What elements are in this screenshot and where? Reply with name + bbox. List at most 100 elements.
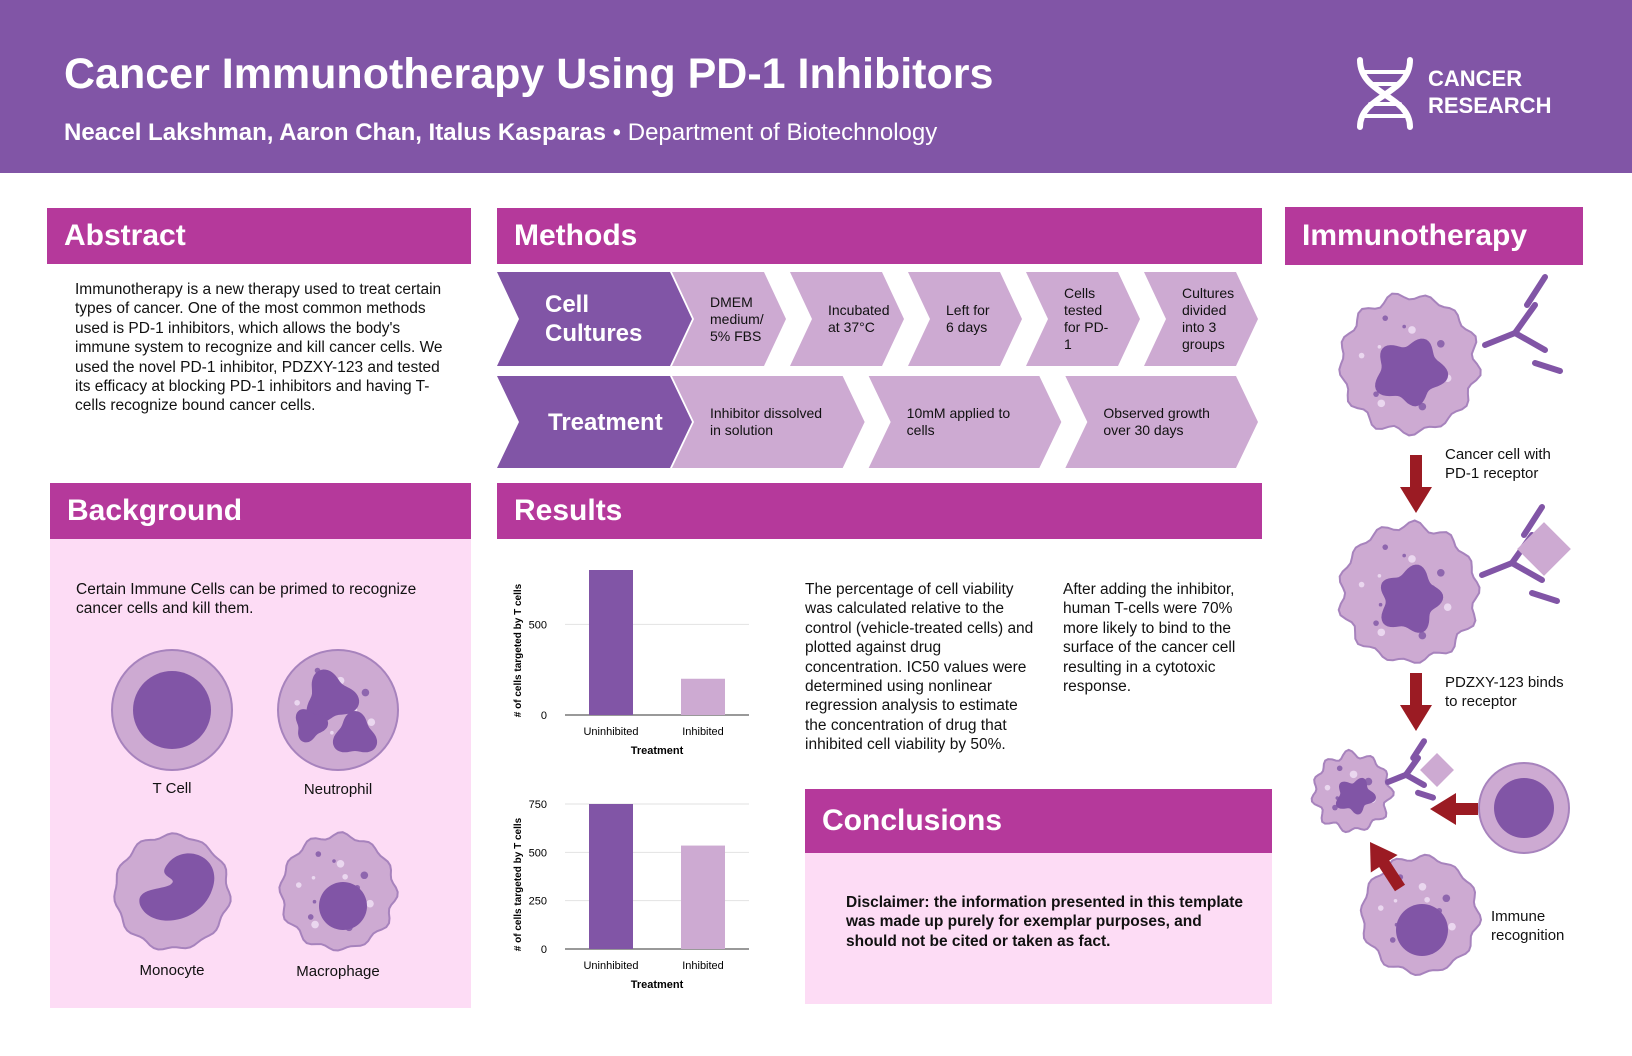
chevron: [1065, 376, 1258, 468]
cell-granule: [1377, 345, 1382, 349]
bar: [681, 678, 725, 715]
department: Department of Biotechnology: [627, 119, 938, 146]
cell-shape: [1375, 338, 1449, 407]
x-tick-label: Inhibited: [682, 726, 724, 738]
caption: PDZXY-123 binds to receptor: [1445, 674, 1564, 711]
cell-shape: [1380, 564, 1444, 633]
cell-granule: [1382, 544, 1389, 550]
cell-granule: [361, 688, 370, 697]
inhibitor: [1420, 753, 1454, 787]
cell-granule: [366, 899, 374, 908]
cell-granule: [1377, 628, 1386, 637]
arrow-head: [1370, 842, 1398, 873]
y-tick-label: 0: [541, 944, 547, 956]
cell-granule: [294, 699, 300, 706]
cell-granule: [1332, 804, 1338, 811]
section-heading: Methods: [497, 208, 1262, 264]
receptor: [1479, 560, 1515, 578]
x-tick-label: Inhibited: [682, 960, 724, 972]
receptor: [1532, 360, 1563, 374]
receptor: [1524, 274, 1548, 308]
chevron: [868, 376, 1062, 468]
chevron: [790, 272, 904, 366]
cell-granule: [315, 851, 322, 857]
bar: [589, 570, 633, 715]
receptor: [1521, 504, 1545, 538]
cell-granule: [1418, 882, 1427, 891]
cell-granule: [1377, 905, 1384, 911]
header-band: [0, 0, 1632, 173]
results-text: The percentage of cell viability was cal…: [805, 581, 1034, 754]
caption: Immune recognition: [1491, 908, 1565, 945]
cell-shape: [306, 669, 360, 724]
cell-granule: [1424, 896, 1430, 903]
cell-granule: [1382, 315, 1389, 321]
nucleus: [139, 853, 215, 921]
receptor: [1385, 771, 1409, 785]
cell-granule: [1402, 553, 1406, 558]
cell-label: T Cell: [152, 780, 192, 797]
receptor: [1415, 789, 1436, 801]
conclusions-text: Disclaimer: the information presented in…: [846, 894, 1244, 950]
results-text: After adding the inhibitor, human T-cell…: [1063, 581, 1236, 696]
receptor: [1509, 560, 1545, 583]
method-label: Cell Cultures: [545, 291, 643, 347]
cell-granule: [311, 920, 319, 929]
method-step: Incubated at 37°C: [828, 302, 890, 335]
cell-shape: [1335, 777, 1376, 815]
cell-granule: [1349, 770, 1358, 779]
arrow-head: [1400, 487, 1432, 513]
y-tick-label: 500: [529, 619, 547, 631]
cell-shape: [133, 671, 211, 749]
cell-granule: [1358, 352, 1365, 359]
chevron: [672, 376, 865, 468]
cell-granule: [330, 730, 334, 735]
cell-granule: [1358, 581, 1365, 588]
receptor: [1529, 590, 1560, 604]
cell-shape: [319, 882, 367, 930]
bar: [589, 804, 633, 949]
cell-granule: [332, 859, 336, 863]
cell-granule: [1324, 784, 1331, 791]
abstract-text: Immunotherapy is a new therapy used to t…: [75, 281, 443, 415]
cell-granule: [1402, 324, 1406, 329]
y-tick-label: 250: [529, 896, 547, 908]
receptor: [1482, 330, 1518, 348]
cell-shape: [1494, 778, 1554, 838]
cell-granule: [1377, 574, 1382, 578]
cell-granule: [1373, 391, 1379, 397]
cell-granule: [336, 859, 345, 868]
cell-granule: [1437, 339, 1445, 348]
cell-granule: [342, 873, 348, 880]
cell-shape: [295, 709, 329, 743]
authors: Neacel Lakshman, Aaron Chan, Italus Kasp…: [64, 119, 606, 146]
chart: 0 500 Uninhibited Inhibited Treatment # of ce…: [513, 570, 749, 757]
cell-granule: [1378, 602, 1383, 607]
arrow-head: [1430, 793, 1456, 825]
byline: Neacel Lakshman, Aaron Chan, Italus Kasp…: [64, 119, 937, 147]
cell-granule: [1408, 326, 1416, 334]
cell-granule: [360, 871, 369, 880]
chevron: [1026, 272, 1140, 366]
section-heading: Immunotherapy: [1285, 207, 1583, 265]
background-text: Certain Immune Cells can be primed to re…: [76, 581, 417, 618]
cell-granule: [1418, 402, 1427, 411]
cell-granule: [1408, 555, 1416, 563]
cell-granule: [1437, 568, 1445, 577]
chevron: [497, 272, 692, 366]
cell-granule: [1418, 631, 1427, 640]
title: Cancer Immunotherapy Using PD-1 Inhibito…: [64, 50, 994, 98]
y-tick-label: 500: [529, 847, 547, 859]
method-step: Inhibitor dissolved in solution: [710, 405, 823, 438]
cell-granule: [311, 875, 316, 880]
separator: •: [612, 119, 622, 146]
caption: Cancer cell with PD-1 receptor: [1445, 446, 1551, 483]
logo-text: CANCER: [1428, 66, 1523, 91]
cell-granule: [1393, 898, 1398, 903]
method-step: Left for 6 days: [946, 302, 990, 335]
cell-granule: [312, 899, 317, 904]
x-axis-title: Treatment: [631, 979, 684, 991]
conclusions-box: [805, 853, 1272, 1004]
